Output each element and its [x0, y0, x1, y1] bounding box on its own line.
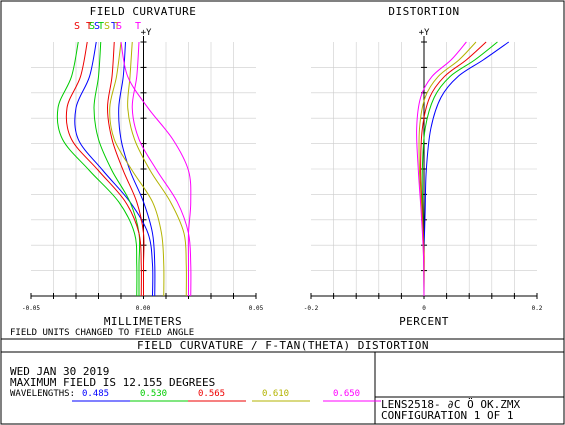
series-curve [416, 41, 467, 297]
x-tick-label: 0.2 [532, 305, 543, 312]
figure-title: FIELD CURVATURE / F-TAN(THETA) DISTORTIO… [137, 339, 429, 352]
series-curve [120, 41, 192, 296]
legend-letter: T [135, 21, 141, 32]
series-curve [131, 41, 192, 297]
distortion-x-axis-label: PERCENT [399, 315, 449, 328]
wavelength-value: 0.650 [333, 389, 360, 399]
series-curve [118, 41, 156, 297]
wavelength-value: 0.485 [82, 389, 109, 399]
legend-letter: S [89, 21, 95, 32]
field-curvature-x-axis-label: MILLIMETERS [104, 315, 182, 328]
legend-letter: T [98, 21, 104, 32]
series-curve [74, 41, 154, 297]
legend-letter: T [86, 21, 92, 32]
wavelength-value: 0.610 [262, 389, 289, 399]
configuration-text: CONFIGURATION 1 OF 1 [381, 409, 513, 422]
wavelength-value: 0.530 [140, 389, 167, 399]
wavelengths-label: WAVELENGTHS: [10, 389, 75, 399]
series-curve [423, 41, 510, 297]
series-curve [93, 41, 141, 296]
date-text: WED JAN 30 2019 [10, 365, 109, 378]
distortion-curves [416, 41, 510, 297]
distortion-title: DISTORTION [388, 5, 459, 18]
series-curve [109, 41, 165, 297]
lens-file-name: LENS2518- ∂C Ö OK.ZMX [381, 398, 520, 411]
x-tick-label: 0.05 [249, 305, 264, 312]
field-curvature-y-axis-label: +Y [141, 28, 152, 38]
series-curve [65, 41, 142, 297]
legend-letter: T [114, 21, 120, 32]
legend-letter: S [74, 21, 80, 32]
x-tick-label: 0 [422, 305, 426, 312]
legend-letter: T [111, 21, 117, 32]
max-field-text: MAXIMUM FIELD IS 12.155 DEGREES [10, 376, 215, 389]
field-curvature-title: FIELD CURVATURE [90, 5, 197, 18]
x-tick-label: 0.00 [136, 305, 151, 312]
legend-letter: S [104, 21, 110, 32]
legend-letter: S [94, 21, 100, 32]
field-units-note: FIELD UNITS CHANGED TO FIELD ANGLE [10, 328, 194, 338]
field-curvature-curves [56, 41, 192, 297]
series-curve [127, 41, 187, 297]
wavelength-list: 0.485 0.530 0.565 0.610 0.650 [72, 389, 381, 402]
wavelength-value: 0.565 [198, 389, 225, 399]
series-curve [56, 41, 138, 297]
series-curve [420, 41, 487, 297]
series-curve [106, 41, 145, 296]
x-tick-label: -0.2 [304, 305, 319, 312]
distortion-y-axis-label: +Y [419, 28, 430, 38]
x-tick-label: -0.05 [22, 305, 40, 312]
legend-letter: S [116, 21, 122, 32]
